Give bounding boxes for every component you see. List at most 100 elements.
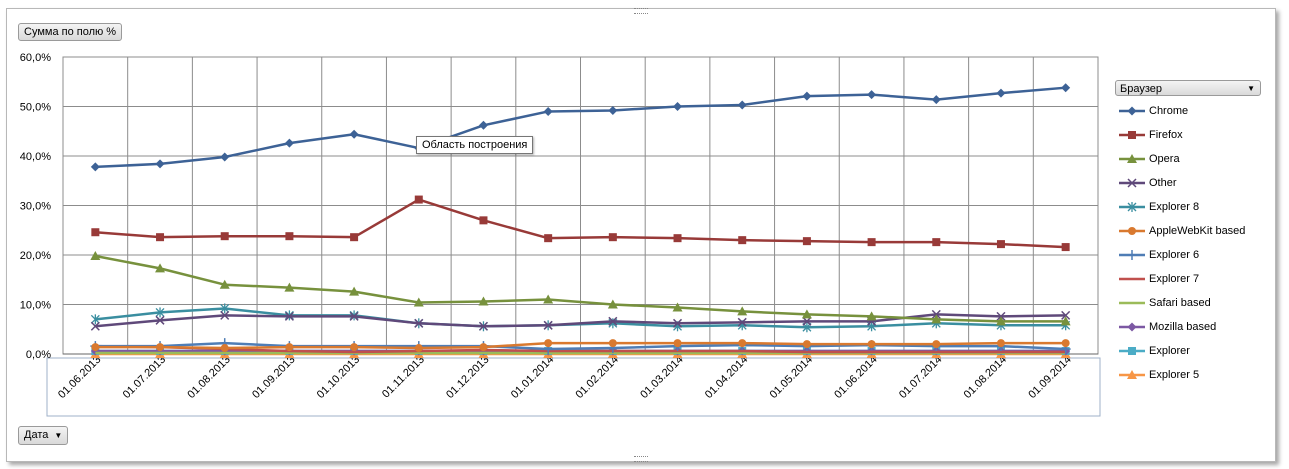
data-point-other [90,321,100,331]
legend-swatch [1119,370,1145,379]
legend-label: Explorer 7 [1149,273,1200,285]
data-point-chrome [155,159,165,169]
legend-swatch [1119,322,1145,332]
legend-label: Explorer 5 [1149,369,1200,381]
data-point-firefox [738,236,747,245]
legend-swatch-marker [1127,106,1137,116]
series-line-explorer-6 [95,341,1066,351]
series-line-chrome [95,86,1066,169]
legend-swatch-marker [1128,227,1136,235]
legend-field-button[interactable]: Браузер ▼ [1115,80,1261,96]
data-point-applewebkit-based [91,343,100,352]
data-point-firefox [1061,243,1070,252]
y-tick-label: 30,0% [20,201,51,213]
x-tick-label: 01.08.2014 [962,354,1009,401]
legend-swatch-marker [1128,131,1136,139]
axis-area-frame [46,357,1101,417]
data-point-applewebkit-based [544,339,553,348]
data-point-firefox [220,232,229,241]
legend-swatch [1119,154,1145,163]
data-point-other [543,320,553,330]
x-axis-ticks: 01.06.2013 01.07.2013 01.08.2013 01.09.2013… [56,354,1074,401]
x-tick-label: 01.12.2013 [444,354,491,401]
series-chrome [90,83,1071,172]
data-point-firefox [91,228,100,237]
series-line-firefox [95,198,1066,249]
data-point-firefox [673,234,682,243]
legend-swatch-marker [1127,370,1137,379]
axis-field-button[interactable]: Дата ▼ [18,426,69,445]
legend-label: Explorer 6 [1149,249,1200,261]
legend-swatch-marker [1127,178,1137,188]
data-point-opera [155,263,166,273]
data-point-chrome [543,106,553,116]
data-point-other [478,321,488,331]
legend-label: Opera [1149,153,1180,165]
legend-swatch [1119,178,1145,188]
data-point-chrome [673,102,683,111]
x-tick-label: 01.10.2013 [315,354,362,401]
data-point-opera [219,279,230,289]
x-tick-label: 01.08.2013 [185,354,232,401]
data-point-firefox [544,234,553,243]
chart-grid [46,56,1101,417]
data-point-chrome [867,90,877,100]
x-tick-label: 01.04.2014 [703,354,750,401]
resize-grip-top[interactable] [634,8,648,14]
values-field-button[interactable]: Сумма по полю % [18,23,123,41]
resize-grip-bottom[interactable] [634,456,648,462]
data-point-chrome [478,120,488,130]
x-tick-label: 01.07.2014 [897,354,944,401]
data-point-chrome [1061,83,1071,93]
data-point-applewebkit-based [738,339,747,348]
data-point-opera [543,294,554,304]
data-point-applewebkit-based [1061,339,1070,348]
data-point-opera [1060,316,1071,326]
legend-label: Explorer 8 [1149,201,1200,213]
y-tick-label: 0,0% [26,349,51,361]
series-applewebkit-based [91,339,1070,353]
legend-label: AppleWebKit based [1149,225,1246,237]
legend-swatch [1119,227,1145,235]
legend-swatch [1119,277,1145,281]
y-tick-label: 20,0% [20,250,51,262]
y-tick-label: 40,0% [20,151,51,163]
chevron-down-icon: ▼ [54,431,63,440]
data-point-applewebkit-based [414,344,423,353]
data-point-chrome [931,95,941,105]
series-explorer-7 [95,344,1066,354]
x-tick-label: 01.06.2014 [832,354,879,401]
data-point-chrome [996,88,1006,98]
data-point-firefox [996,240,1005,249]
data-point-firefox [156,233,165,242]
data-point-firefox [608,233,617,242]
data-point-other [802,316,812,326]
data-point-opera [413,297,424,307]
data-point-applewebkit-based [996,339,1005,348]
data-point-applewebkit-based [608,339,617,348]
data-point-chrome [90,162,100,172]
data-point-firefox [350,233,359,242]
data-point-opera [284,282,295,292]
legend-swatch [1119,301,1145,305]
series-line-applewebkit-based [95,341,1066,350]
y-tick-label: 10,0% [20,300,51,312]
legend-label: Chrome [1149,105,1189,117]
data-point-other [155,315,165,325]
data-point-chrome [284,138,294,148]
data-point-other [1061,310,1071,320]
data-point-applewebkit-based [673,339,682,348]
data-point-opera [349,286,360,296]
data-point-opera [801,309,812,319]
x-tick-label: 01.09.2013 [250,354,297,401]
data-point-other [608,316,618,326]
data-point-firefox [802,237,811,246]
chevron-down-icon: ▼ [1247,84,1255,93]
x-tick-label: 01.01.2014 [509,354,556,401]
data-point-chrome [802,91,812,101]
legend-label: Other [1149,177,1177,189]
data-point-opera [737,306,748,316]
legend-label: Firefox [1149,129,1183,141]
legend-swatch-marker [1127,154,1137,163]
